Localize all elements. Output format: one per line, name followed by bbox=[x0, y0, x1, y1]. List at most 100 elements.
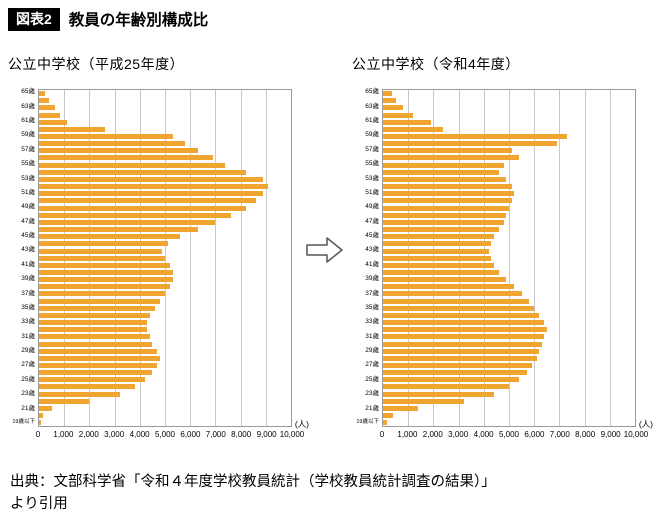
bar-row bbox=[39, 398, 291, 405]
y-axis-label: 51歳 bbox=[21, 188, 35, 196]
bar-row bbox=[383, 111, 635, 118]
gridline bbox=[240, 90, 242, 426]
bar-row bbox=[383, 355, 635, 362]
bar bbox=[383, 219, 504, 225]
bar bbox=[39, 420, 42, 426]
plot-area: (人) bbox=[382, 89, 653, 429]
bar-row bbox=[39, 133, 291, 140]
bar-row bbox=[383, 319, 635, 326]
bar bbox=[39, 341, 153, 347]
bar-row bbox=[383, 233, 635, 240]
gridline bbox=[215, 90, 217, 426]
y-axis-label: 27歳 bbox=[21, 361, 35, 369]
bar-row bbox=[39, 169, 291, 176]
y-axis-label: 65歳 bbox=[365, 88, 379, 96]
plot-wrap: 65歳 63歳 61歳 59歳 57歳 55歳 53歳 51歳 49歳 47歳 45歳 43歳 41歳 3… bbox=[352, 88, 654, 429]
gridline bbox=[609, 90, 611, 426]
bar-row bbox=[383, 276, 635, 283]
y-axis-label: 57歳 bbox=[21, 145, 35, 153]
x-axis-tick-label: 3,000 bbox=[448, 430, 469, 439]
bar bbox=[383, 205, 509, 211]
bar-row bbox=[383, 312, 635, 319]
bar-row bbox=[383, 391, 635, 398]
y-axis-label: 55歳 bbox=[21, 160, 35, 168]
y-axis-label: 63歳 bbox=[365, 102, 379, 110]
bar bbox=[383, 248, 489, 254]
bar-row bbox=[39, 147, 291, 154]
y-axis-label: 23歳 bbox=[21, 390, 35, 398]
bar bbox=[39, 126, 105, 132]
y-axis-label: 29歳 bbox=[21, 347, 35, 355]
bar bbox=[39, 398, 90, 404]
bar bbox=[383, 227, 499, 233]
y-axis-label: 29歳 bbox=[365, 347, 379, 355]
y-axis-label: 55歳 bbox=[365, 160, 379, 168]
x-axis-tick-label: 6,000 bbox=[180, 430, 201, 439]
x-axis-tick-label: 5,000 bbox=[498, 430, 520, 439]
bar bbox=[383, 119, 431, 125]
bar-row bbox=[39, 355, 291, 362]
bar bbox=[383, 212, 507, 218]
y-axis-label: 39歳 bbox=[365, 275, 379, 283]
bar-row bbox=[383, 126, 635, 133]
bar-row bbox=[383, 90, 635, 97]
bar-row bbox=[383, 348, 635, 355]
x-axis-tick-label: 8,000 bbox=[231, 430, 252, 439]
y-axis-label: 45歳 bbox=[21, 232, 35, 240]
bar bbox=[383, 162, 504, 168]
y-axis-label: 43歳 bbox=[21, 246, 35, 254]
bar-row bbox=[39, 298, 291, 305]
y-axis-label: 25歳 bbox=[365, 375, 379, 383]
bar-row bbox=[39, 290, 291, 297]
bar bbox=[383, 184, 512, 190]
bar bbox=[383, 341, 542, 347]
bar bbox=[39, 320, 148, 326]
bar-row bbox=[39, 312, 291, 319]
bar-row bbox=[39, 326, 291, 333]
y-axis-label: 33歳 bbox=[365, 318, 379, 326]
gridline bbox=[584, 90, 586, 426]
bar-row bbox=[383, 97, 635, 104]
bar-row bbox=[39, 233, 291, 240]
bar-row bbox=[383, 326, 635, 333]
unit-label: (人) bbox=[294, 419, 309, 429]
bar bbox=[39, 119, 67, 125]
bar bbox=[39, 334, 150, 340]
x-axis: 0 1,000 2,000 3,000 4,000 5,000 6,000 7,000 8,00… bbox=[36, 427, 304, 441]
bar-row bbox=[39, 276, 291, 283]
bar bbox=[383, 126, 444, 132]
bar-row bbox=[39, 183, 291, 190]
y-axis-label: 19歳以下 bbox=[12, 419, 35, 426]
bar-row bbox=[383, 333, 635, 340]
x-axis-tick-label: 2,000 bbox=[422, 430, 443, 439]
bar bbox=[39, 298, 160, 304]
figure-badge: 図表2 bbox=[8, 8, 60, 31]
y-axis-label: 31歳 bbox=[365, 332, 379, 340]
x-axis-tick-label: 8,000 bbox=[575, 430, 596, 439]
gridline bbox=[534, 90, 536, 426]
bar bbox=[383, 377, 520, 383]
bar-row bbox=[39, 162, 291, 169]
bar-row bbox=[39, 197, 291, 204]
bar bbox=[383, 348, 540, 354]
bar bbox=[39, 413, 43, 419]
x-axis: 0 1,000 2,000 3,000 4,000 5,000 6,000 7,000 8,00… bbox=[380, 427, 648, 441]
bar bbox=[383, 413, 394, 419]
gridline bbox=[165, 90, 166, 426]
bar bbox=[383, 334, 545, 340]
bar-row bbox=[383, 269, 635, 276]
bar bbox=[39, 112, 61, 118]
bar bbox=[39, 241, 168, 247]
x-axis-tick-label: 9,000 bbox=[256, 430, 277, 439]
y-axis-label: 49歳 bbox=[21, 203, 35, 211]
chart-reiwa4: 公立中学校（令和4年度） 65歳 63歳 61歳 59歳 57歳 55歳 53歳 51歳 49歳… bbox=[352, 54, 654, 441]
bar-row bbox=[383, 398, 635, 405]
bar bbox=[383, 355, 537, 361]
bar-row bbox=[383, 247, 635, 254]
unit-label: (人) bbox=[638, 419, 653, 429]
bar-row bbox=[39, 376, 291, 383]
bar bbox=[383, 198, 512, 204]
bar bbox=[39, 312, 150, 318]
bar bbox=[39, 370, 153, 376]
y-axis-label: 47歳 bbox=[365, 217, 379, 225]
